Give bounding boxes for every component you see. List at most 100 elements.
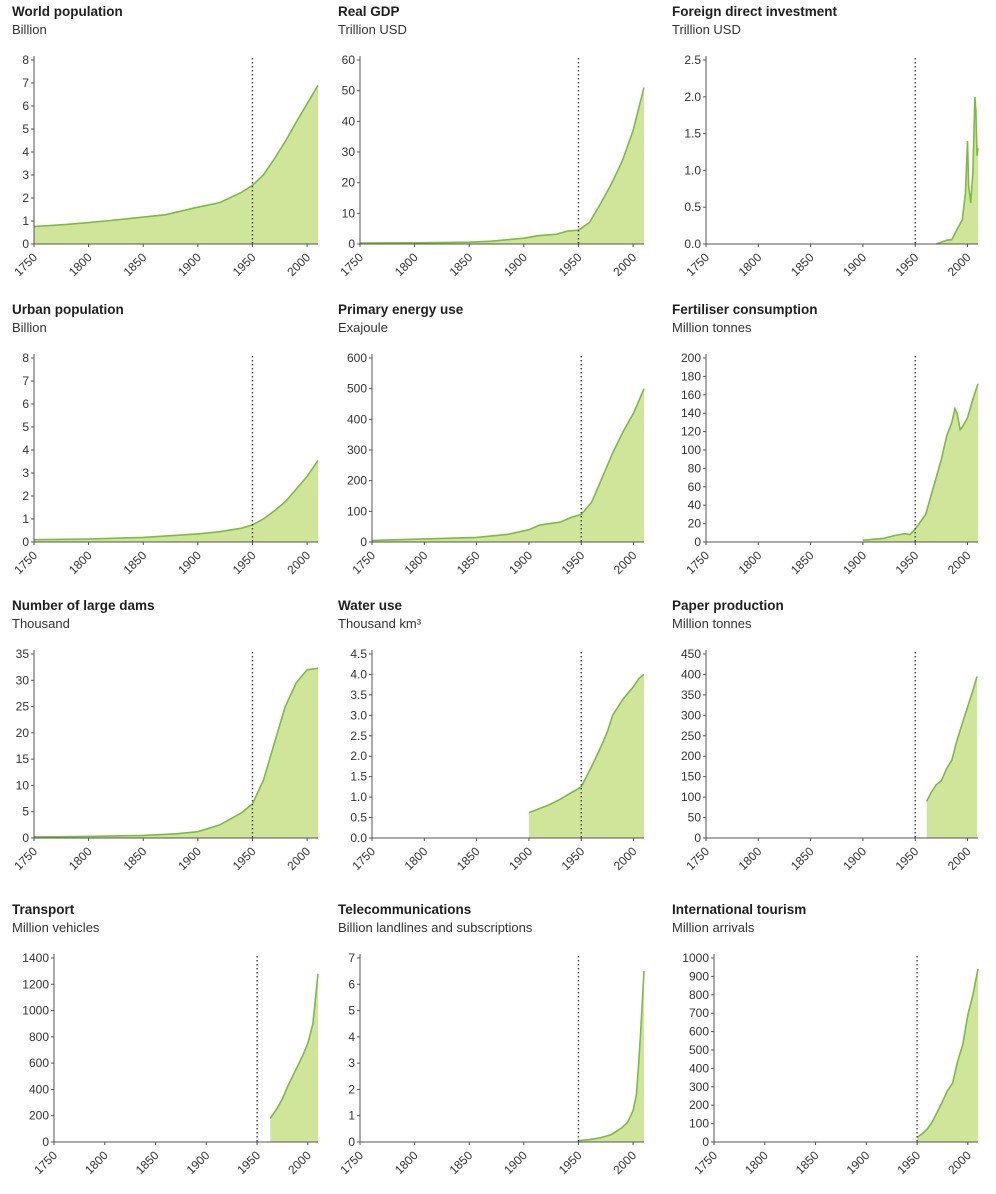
- chart-unit-label: Thousand km³: [338, 616, 422, 631]
- y-tick-label: 8: [22, 53, 29, 67]
- y-tick-label: 0: [22, 831, 29, 845]
- y-tick-label: 60: [688, 480, 702, 494]
- y-tick-label: 8: [22, 351, 29, 365]
- chart-plot: 0 1 2 3 4 5 6 7 8 1750 1800 1850 1900 1950 2000: [11, 351, 319, 577]
- chart-title: Transport: [12, 902, 75, 917]
- chart-plot: 0 1 2 3 4 5 6 7 8 1750 1800 1850 1900 1950 2000: [11, 53, 319, 279]
- x-tick-label: 1800: [392, 250, 421, 279]
- y-tick-label: 40: [688, 498, 702, 512]
- chart-plot: 0.0 0.5 1.0 1.5 2.0 2.5 3.0 3.5 4.0 4.5 1750 1800 18…: [349, 647, 645, 873]
- x-tick-label: 1950: [893, 844, 922, 873]
- y-tick-label: 2.5: [684, 53, 701, 67]
- x-tick-label: 1950: [893, 548, 922, 577]
- y-tick-label: 300: [681, 708, 701, 722]
- y-tick-label: 4.5: [350, 647, 367, 661]
- x-tick-label: 1950: [230, 548, 259, 577]
- x-tick-label: 1900: [844, 1148, 873, 1177]
- y-tick-label: 0: [348, 1135, 355, 1149]
- series-area: [360, 87, 644, 244]
- y-tick-label: 7: [22, 374, 29, 388]
- series-area: [528, 674, 644, 838]
- y-tick-label: 4: [348, 1030, 355, 1044]
- x-tick-label: 1850: [454, 844, 483, 873]
- y-tick-label: 30: [16, 673, 30, 687]
- y-tick-label: 3: [348, 1056, 355, 1070]
- y-tick-label: 0.5: [350, 811, 367, 825]
- y-tick-label: 25: [16, 700, 30, 714]
- y-tick-label: 0.5: [684, 200, 701, 214]
- x-tick-label: 1850: [788, 548, 817, 577]
- x-tick-label: 1850: [447, 1148, 476, 1177]
- y-tick-label: 15: [16, 752, 30, 766]
- y-tick-label: 200: [689, 1098, 709, 1112]
- x-tick-label: 1800: [736, 844, 765, 873]
- y-tick-label: 10: [342, 206, 356, 220]
- series-area: [936, 96, 978, 244]
- y-tick-label: 5: [22, 420, 29, 434]
- x-tick-label: 1750: [337, 1148, 366, 1177]
- x-tick-label: 1850: [788, 844, 817, 873]
- x-tick-label: 1900: [175, 844, 204, 873]
- y-tick-label: 400: [681, 667, 701, 681]
- y-tick-label: 500: [347, 382, 367, 396]
- x-tick-label: 2000: [285, 1148, 314, 1177]
- y-tick-label: 150: [681, 770, 701, 784]
- y-tick-label: 5: [348, 1004, 355, 1018]
- y-tick-label: 0: [22, 535, 29, 549]
- chart-unit-label: Million tonnes: [672, 616, 752, 631]
- y-tick-label: 20: [16, 726, 30, 740]
- x-tick-label: 1750: [11, 250, 40, 279]
- x-tick-label: 1800: [736, 548, 765, 577]
- chart-panel: Number of large dams Thousand 0 5 10 15 20 25 30…: [11, 598, 334, 890]
- chart-title: Primary energy use: [338, 302, 464, 317]
- x-tick-label: 1800: [392, 1148, 421, 1177]
- x-tick-label: 1800: [66, 844, 95, 873]
- y-tick-label: 180: [681, 369, 701, 383]
- y-tick-label: 250: [681, 729, 701, 743]
- series-line: [359, 87, 645, 244]
- x-tick-label: 2000: [611, 844, 640, 873]
- chart-plot: 0 1 2 3 4 5 6 7 1750 1800 1850 1900 1950 2000: [337, 951, 645, 1177]
- x-tick-label: 1800: [402, 548, 431, 577]
- x-tick-label: 1750: [349, 548, 378, 577]
- y-tick-label: 4.0: [350, 667, 367, 681]
- x-tick-label: 1950: [230, 250, 259, 279]
- series-area: [34, 460, 318, 542]
- y-tick-label: 1: [22, 214, 29, 228]
- x-tick-label: 1950: [234, 1148, 263, 1177]
- y-tick-label: 20: [342, 176, 356, 190]
- y-tick-label: 30: [342, 145, 356, 159]
- y-tick-label: 50: [688, 811, 702, 825]
- chart-unit-label: Trillion USD: [672, 22, 741, 37]
- y-tick-label: 0: [348, 237, 355, 251]
- x-tick-label: 1750: [349, 844, 378, 873]
- chart-unit-label: Trillion USD: [338, 22, 407, 37]
- x-tick-label: 1800: [736, 250, 765, 279]
- y-tick-label: 450: [681, 647, 701, 661]
- chart-unit-label: Million vehicles: [12, 920, 100, 935]
- x-tick-label: 1850: [121, 844, 150, 873]
- chart-title: Fertiliser consumption: [672, 302, 818, 317]
- y-tick-label: 0: [360, 535, 367, 549]
- y-tick-label: 5: [22, 805, 29, 819]
- x-tick-label: 1850: [121, 250, 150, 279]
- y-tick-label: 7: [22, 76, 29, 90]
- x-tick-label: 1850: [133, 1148, 162, 1177]
- series-line: [578, 971, 645, 1142]
- series-line: [528, 673, 645, 814]
- y-tick-label: 400: [29, 1082, 49, 1096]
- y-tick-label: 50: [342, 84, 356, 98]
- series-line: [33, 84, 319, 228]
- y-tick-label: 0.0: [684, 237, 701, 251]
- chart-title: World population: [12, 4, 123, 19]
- x-tick-label: 2000: [610, 1148, 639, 1177]
- y-tick-label: 80: [688, 461, 702, 475]
- chart-unit-label: Billion: [12, 320, 47, 335]
- x-tick-label: 1850: [447, 250, 476, 279]
- y-tick-label: 2.0: [350, 749, 367, 763]
- x-tick-label: 1800: [742, 1148, 771, 1177]
- y-tick-label: 120: [681, 425, 701, 439]
- x-tick-label: 1950: [559, 844, 588, 873]
- chart-unit-label: Million tonnes: [672, 320, 752, 335]
- chart-unit-label: Thousand: [12, 616, 70, 631]
